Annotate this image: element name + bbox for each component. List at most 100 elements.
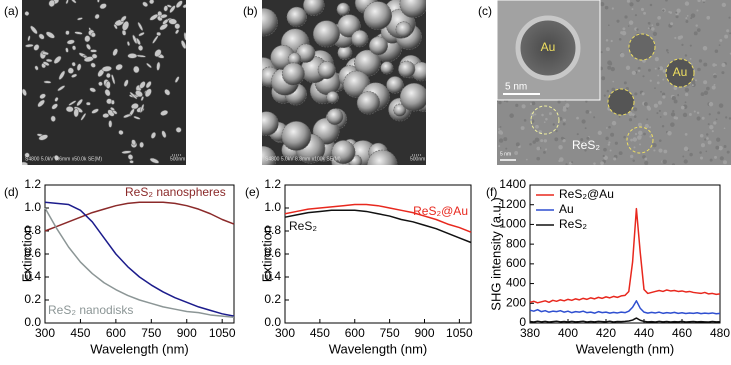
grain: [606, 127, 608, 129]
flake: [71, 61, 76, 67]
grain: [670, 112, 676, 117]
flake: [102, 113, 110, 119]
grain: [576, 133, 579, 136]
grain: [545, 117, 548, 121]
sphere: [286, 6, 307, 28]
flake: [51, 103, 58, 110]
grain: [656, 81, 660, 85]
grain: [709, 125, 714, 130]
grain: [509, 113, 514, 118]
grain: [689, 44, 692, 47]
series-line: [44, 201, 235, 232]
flake: [70, 0, 77, 4]
legend-label: ReS₂@Au: [559, 187, 614, 201]
particle-label: Au: [673, 65, 688, 79]
grain: [696, 28, 701, 32]
flake: [159, 14, 168, 19]
grain: [707, 140, 712, 145]
plot-frame: [529, 184, 721, 324]
x-tick-label: 600: [106, 326, 126, 340]
y-tick-label: 200: [506, 295, 526, 309]
grain: [515, 142, 520, 147]
flake: [142, 1, 149, 7]
x-tick-label: 480: [710, 326, 730, 340]
grain: [711, 85, 716, 90]
x-tick-label: 1050: [446, 326, 473, 340]
flake: [129, 160, 134, 164]
grain: [643, 102, 648, 106]
sphere: [399, 0, 426, 19]
grain: [684, 92, 689, 97]
sphere: [262, 111, 279, 136]
grain: [649, 3, 653, 7]
flake: [135, 90, 143, 98]
grain: [670, 22, 674, 26]
flake: [90, 49, 97, 53]
grain: [687, 149, 690, 152]
grain: [715, 118, 718, 121]
x-tick-label: 900: [414, 326, 434, 340]
series-label: ReS₂ nanospheres: [125, 185, 226, 199]
flake: [121, 150, 132, 154]
y-tick-label: 0.0: [24, 315, 41, 329]
flake: [146, 62, 152, 69]
flake: [41, 51, 49, 56]
sphere: [393, 103, 407, 117]
y-tick-label: 0.4: [264, 269, 281, 283]
flake: [37, 99, 45, 108]
grain: [641, 92, 645, 96]
grain: [677, 93, 680, 97]
series-line: [44, 201, 235, 317]
legend-label: ReS₂: [559, 217, 587, 231]
flake: [156, 31, 162, 36]
y-tick-label: 600: [506, 256, 526, 270]
flake: [130, 103, 139, 110]
grain: [683, 146, 689, 151]
grain: [690, 13, 696, 18]
grain: [536, 146, 541, 151]
x-axis-label: Wavelength (nm): [90, 341, 189, 356]
grain: [649, 135, 652, 138]
y-tick-label: 0.6: [264, 246, 281, 260]
grain: [611, 87, 616, 92]
grain: [718, 145, 723, 151]
series-line: [529, 207, 721, 304]
legend-label: Au: [559, 202, 574, 216]
sphere: [411, 61, 426, 82]
material-label: ReS₂: [572, 138, 600, 152]
flake: [139, 103, 145, 113]
y-tick-label: 1.0: [264, 200, 281, 214]
grain: [662, 69, 667, 73]
grain: [584, 149, 587, 152]
sphere: [262, 8, 278, 37]
flake: [150, 131, 157, 139]
flake: [163, 5, 169, 12]
grain: [541, 113, 544, 117]
grain: [716, 137, 721, 142]
grain: [560, 136, 564, 140]
series-line: [284, 203, 472, 233]
sphere: [368, 36, 388, 56]
flake: [112, 48, 118, 57]
grain: [705, 150, 708, 153]
flake: [45, 58, 53, 63]
grain: [604, 5, 609, 10]
grain: [659, 116, 662, 118]
grain: [647, 106, 652, 111]
sphere: [281, 62, 305, 86]
sphere: [386, 76, 404, 94]
grain: [601, 76, 606, 81]
grain: [639, 143, 642, 146]
grain: [663, 111, 668, 116]
flake: [131, 139, 137, 146]
grain: [634, 132, 638, 136]
grain: [685, 17, 688, 20]
grain: [652, 31, 658, 37]
flake: [104, 89, 111, 97]
grain: [628, 118, 633, 122]
grain: [521, 104, 526, 109]
grain: [625, 86, 630, 91]
marker: [626, 126, 654, 154]
grain: [631, 70, 636, 75]
